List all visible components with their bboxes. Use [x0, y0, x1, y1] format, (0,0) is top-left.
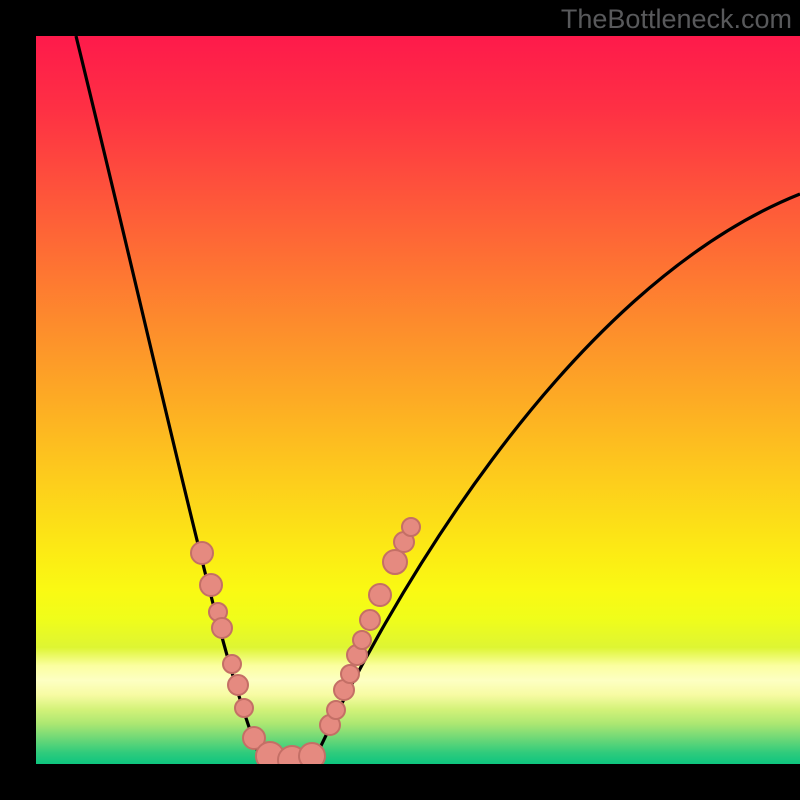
gradient-background [36, 36, 800, 764]
data-marker [327, 701, 345, 719]
data-marker [369, 584, 391, 606]
data-marker [235, 699, 253, 717]
data-marker [341, 665, 359, 683]
data-marker [200, 574, 222, 596]
chart-stage: TheBottleneck.com [0, 0, 800, 800]
data-marker [353, 631, 371, 649]
data-marker [191, 542, 213, 564]
data-marker [212, 618, 232, 638]
data-marker [360, 610, 380, 630]
bottleneck-chart [0, 0, 800, 800]
data-marker [402, 518, 420, 536]
data-marker [228, 675, 248, 695]
data-marker [223, 655, 241, 673]
plot-area [36, 36, 800, 774]
data-marker [383, 550, 407, 574]
watermark-text: TheBottleneck.com [561, 4, 792, 35]
